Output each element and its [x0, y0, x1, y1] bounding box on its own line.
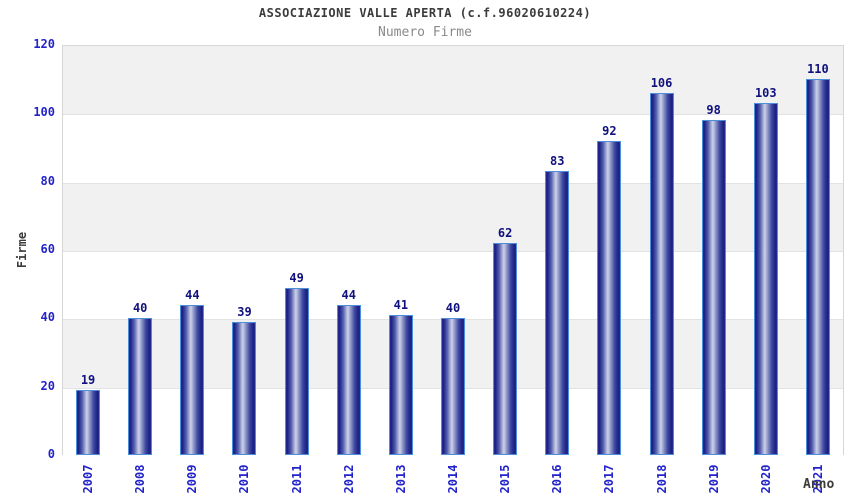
bar-2010 — [232, 322, 256, 455]
bar-2009 — [180, 305, 204, 455]
bar-value-label: 49 — [289, 271, 304, 285]
chart-subtitle: Numero Firme — [378, 25, 472, 40]
bar-2021 — [806, 79, 830, 455]
bar-2008 — [128, 318, 152, 455]
x-tick-label: 2016 — [550, 464, 565, 494]
bar-value-label: 39 — [237, 305, 252, 319]
bar-2011 — [285, 288, 309, 455]
bar-value-label: 44 — [185, 288, 200, 302]
x-tick-label: 2015 — [498, 464, 513, 494]
x-tick-label: 2009 — [185, 464, 200, 494]
x-tick-label: 2010 — [237, 464, 252, 494]
bar-2019 — [702, 120, 726, 455]
bar-value-label: 41 — [393, 298, 409, 312]
y-tick-label: 120 — [33, 37, 55, 51]
y-tick-label: 40 — [40, 310, 55, 325]
bar-value-label: 103 — [754, 86, 777, 100]
x-axis-label: Anno — [803, 477, 835, 492]
bar-2014 — [441, 318, 465, 455]
bar-2020 — [754, 103, 778, 455]
x-tick-label: 2020 — [758, 464, 773, 494]
chart-title: ASSOCIAZIONE VALLE APERTA (c.f.960206102… — [258, 6, 592, 20]
gridline — [63, 182, 843, 184]
bar-value-label: 110 — [807, 62, 829, 76]
bar-2013 — [389, 315, 413, 455]
bar-value-label: 40 — [132, 301, 148, 315]
bar-2017 — [597, 141, 621, 455]
y-tick-label: 0 — [47, 447, 55, 461]
y-axis-label: Firme — [15, 231, 30, 269]
x-tick-label: 2013 — [393, 464, 408, 494]
bar-value-label: 40 — [445, 301, 461, 315]
bar-2007 — [76, 390, 100, 455]
x-tick-label: 2014 — [446, 464, 460, 494]
x-tick-label: 2008 — [133, 464, 148, 494]
bar-value-label: 106 — [650, 76, 673, 90]
bar-2018 — [650, 93, 674, 455]
bar-value-label: 98 — [706, 103, 721, 117]
bar-value-label: 83 — [550, 154, 565, 168]
bar-value-label: 62 — [497, 226, 513, 240]
x-tick-label: 2007 — [81, 464, 96, 494]
y-tick-label: 60 — [40, 242, 55, 256]
background-band — [63, 114, 843, 183]
bar-2012 — [337, 305, 361, 455]
y-tick-label: 80 — [40, 173, 55, 188]
bar-value-label: 19 — [80, 373, 96, 387]
y-tick-label: 100 — [33, 105, 55, 120]
x-tick-label: 2011 — [289, 464, 304, 494]
bar-value-label: 44 — [341, 288, 356, 302]
bar-value-label: 92 — [602, 124, 617, 138]
x-tick-label: 2019 — [706, 464, 721, 494]
gridline — [63, 114, 843, 116]
bar-2016 — [545, 171, 569, 455]
background-band — [63, 46, 843, 115]
x-tick-label: 2018 — [654, 464, 669, 494]
gridline — [63, 251, 843, 252]
background-band — [63, 182, 843, 251]
x-tick-label: 2017 — [602, 464, 617, 494]
bar-2015 — [493, 243, 517, 455]
y-tick-label: 20 — [40, 378, 55, 393]
x-tick-label: 2012 — [341, 464, 356, 494]
